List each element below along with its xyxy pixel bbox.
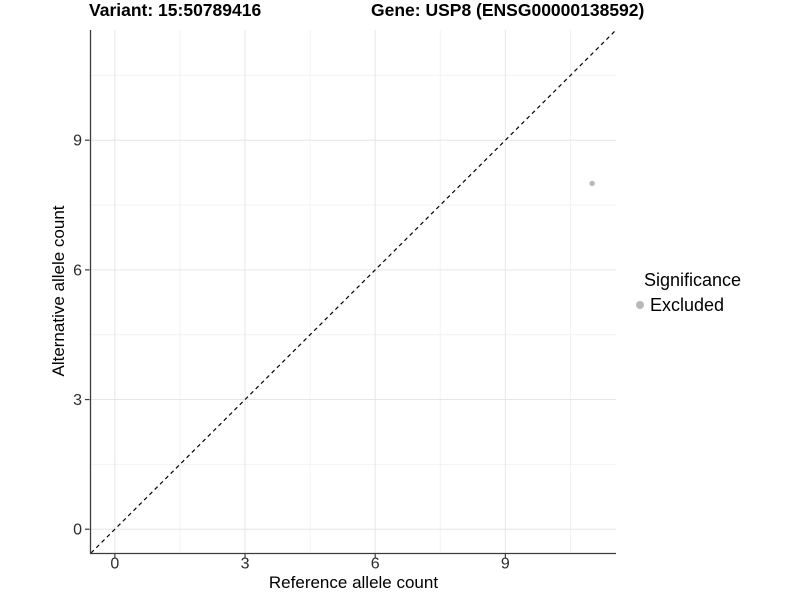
- y-axis-title: Alternative allele count: [49, 205, 68, 377]
- x-tick-label: 9: [501, 556, 510, 573]
- legend: Significance Excluded: [636, 270, 741, 316]
- plot-title-gene: Gene: USP8 (ENSG00000138592): [371, 0, 645, 20]
- x-tick-label: 0: [110, 556, 119, 573]
- y-tick-label: 6: [73, 262, 82, 279]
- data-point: [589, 180, 595, 187]
- x-tick-label: 3: [241, 556, 250, 573]
- y-tick-label: 3: [73, 392, 82, 409]
- legend-point-icon: [636, 301, 644, 310]
- x-axis-title: Reference allele count: [268, 573, 439, 592]
- legend-item-label: Excluded: [650, 294, 725, 315]
- y-tick-label: 0: [73, 522, 82, 539]
- plot-title-variant: Variant: 15:50789416: [89, 0, 262, 20]
- y-tick-label: 9: [73, 133, 82, 150]
- identity-reference-line: [90, 29, 617, 554]
- x-tick-label: 6: [371, 556, 380, 573]
- legend-title: Significance: [644, 270, 742, 290]
- legend-item-excluded: Excluded: [636, 295, 741, 317]
